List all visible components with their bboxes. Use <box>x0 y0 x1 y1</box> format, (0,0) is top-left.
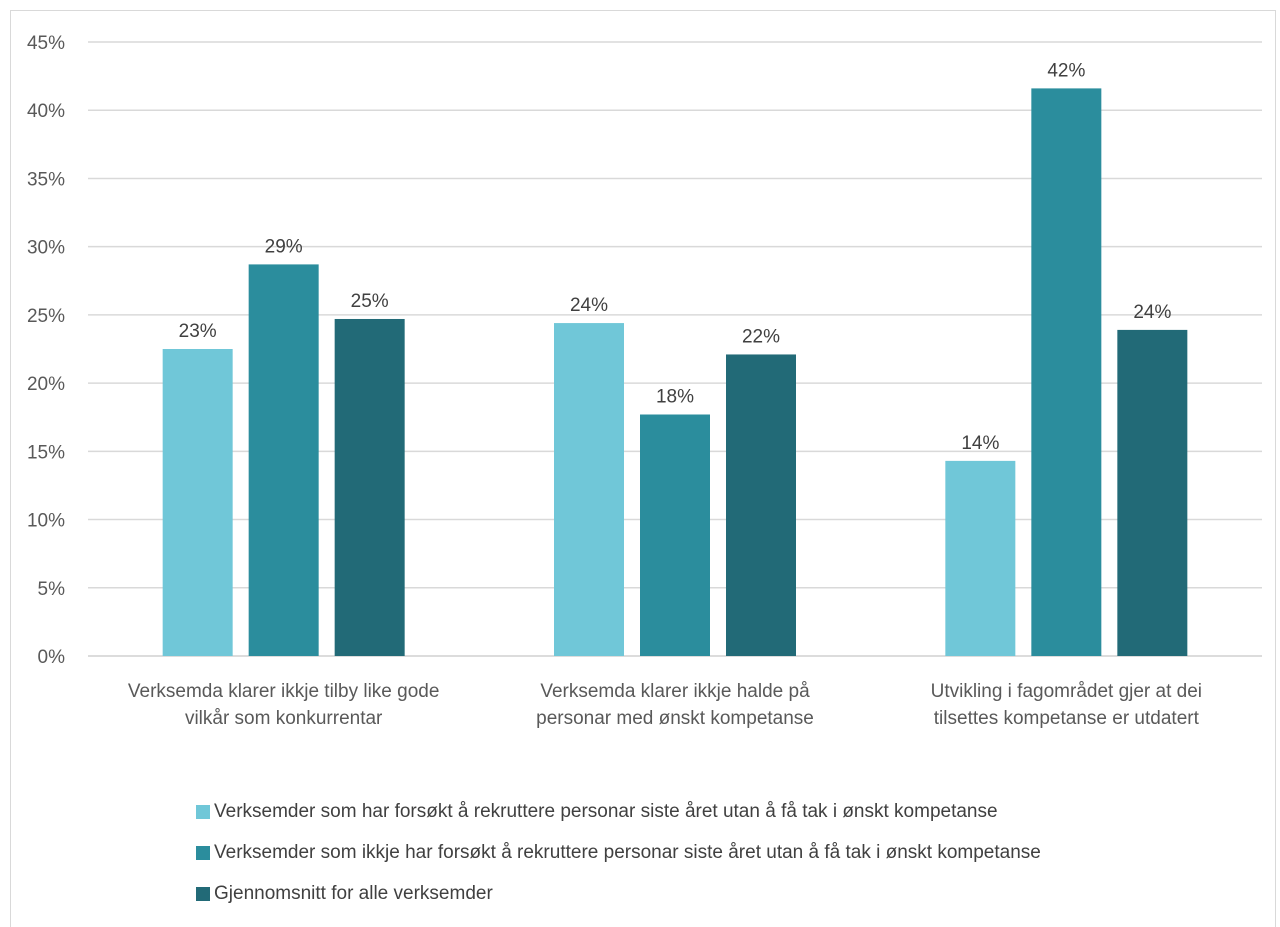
y-tick-label: 40% <box>27 101 65 122</box>
chart-border-left <box>10 10 11 927</box>
legend-swatch-series-3 <box>196 887 210 901</box>
chart-border-top <box>10 10 1276 11</box>
data-label: 25% <box>351 291 389 312</box>
x-tick-label: personar med ønskt kompetanse <box>536 708 814 729</box>
legend-label-series-2: Verksemder som ikkje har forsøkt å rekru… <box>214 842 1041 863</box>
legend: Verksemder som har forsøkt å rekruttere … <box>196 800 1041 923</box>
legend-label-series-1: Verksemder som har forsøkt å rekruttere … <box>214 801 998 822</box>
data-label: 24% <box>570 295 608 316</box>
bar <box>1031 88 1102 656</box>
bar <box>334 318 405 656</box>
bar <box>248 264 319 656</box>
data-label: 22% <box>742 326 780 347</box>
y-tick-label: 10% <box>27 511 65 532</box>
legend-item-series-3: Gjennomsnitt for alle verksemder <box>196 882 1041 906</box>
y-tick-label: 5% <box>38 579 66 600</box>
data-label: 42% <box>1047 60 1085 81</box>
bar <box>162 349 233 656</box>
y-tick-label: 15% <box>27 442 65 463</box>
bar <box>945 460 1016 656</box>
x-tick-label: Verksemda klarer ikkje halde på <box>540 681 810 702</box>
bar <box>554 323 624 656</box>
y-tick-label: 0% <box>38 647 66 668</box>
y-tick-label: 20% <box>27 374 65 395</box>
bar <box>726 354 796 656</box>
x-tick-label: vilkår som konkurrentar <box>185 708 383 729</box>
data-label: 29% <box>265 236 303 257</box>
x-tick-label: tilsettes kompetanse er utdatert <box>934 708 1200 729</box>
legend-label-series-3: Gjennomsnitt for alle verksemder <box>214 883 493 904</box>
data-label: 23% <box>179 321 217 342</box>
bar <box>1117 329 1188 656</box>
legend-item-series-1: Verksemder som har forsøkt å rekruttere … <box>196 800 1041 824</box>
y-tick-label: 25% <box>27 306 65 327</box>
y-tick-label: 45% <box>27 33 65 54</box>
data-label: 18% <box>656 386 694 407</box>
x-tick-label: Utvikling i fagområdet gjer at dei <box>931 681 1202 702</box>
legend-item-series-2: Verksemder som ikkje har forsøkt å rekru… <box>196 841 1041 865</box>
plot-area: 0% 5% 10% 15% 20% 25% 30% 35% 40% 45% 23% 29% 25% Ver… <box>27 33 1262 729</box>
y-tick-label: 35% <box>27 169 65 190</box>
legend-swatch-series-1 <box>196 805 210 819</box>
bar <box>640 414 710 656</box>
data-label: 14% <box>961 433 999 454</box>
chart-border-right <box>1275 10 1276 927</box>
y-tick-label: 30% <box>27 238 65 259</box>
data-label: 24% <box>1133 302 1171 323</box>
x-tick-label: Verksemda klarer ikkje tilby like gode <box>128 681 440 702</box>
legend-swatch-series-2 <box>196 846 210 860</box>
